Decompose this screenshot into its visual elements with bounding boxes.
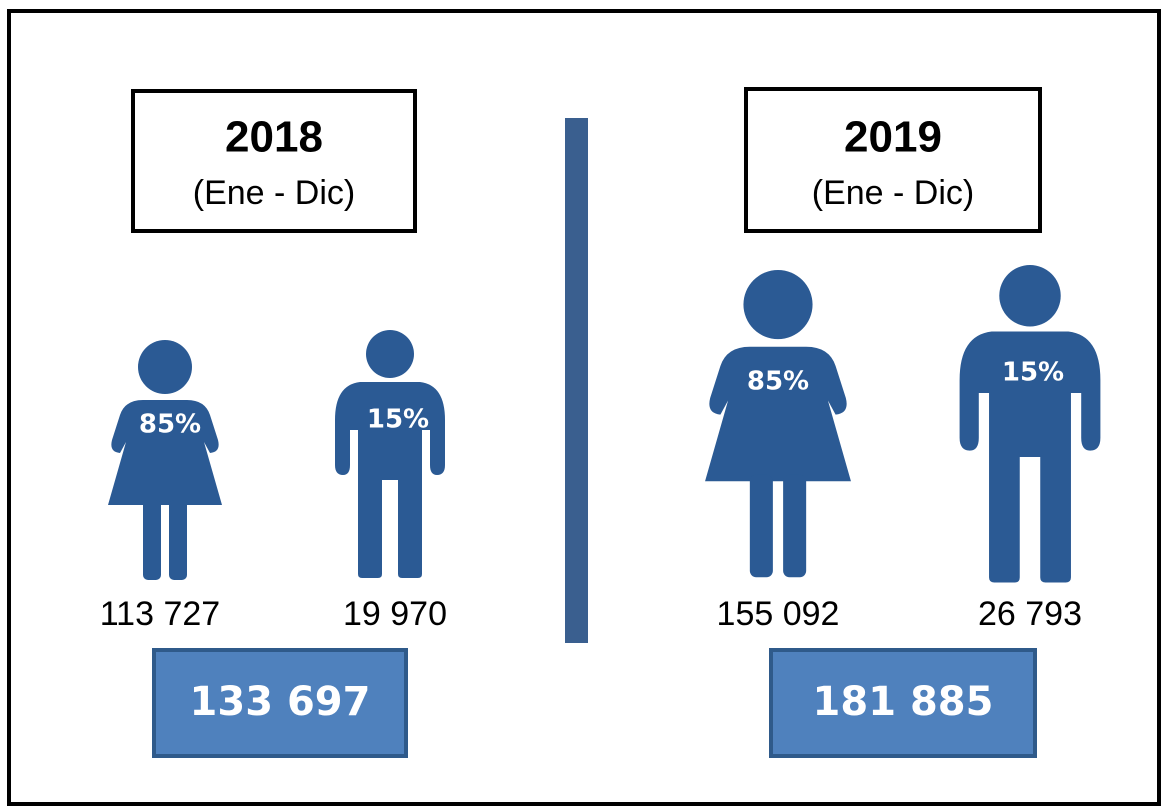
year-box [131, 89, 417, 233]
men-percent: 15% [1002, 358, 1064, 388]
total-box [152, 648, 408, 758]
year: 2019 [844, 113, 942, 162]
men-count: 26 793 [978, 595, 1082, 633]
women-count: 113 727 [100, 595, 220, 633]
men-count: 19 970 [343, 595, 447, 633]
period: (Ene - Dic) [193, 174, 355, 212]
women-percent: 85% [139, 410, 201, 440]
total-box [769, 648, 1037, 758]
women-count: 155 092 [717, 595, 840, 633]
year-box [744, 87, 1042, 233]
total: 133 697 [190, 679, 371, 725]
period: (Ene - Dic) [812, 174, 974, 212]
total: 181 885 [813, 679, 994, 725]
women-percent: 85% [747, 367, 809, 397]
divider [565, 118, 588, 643]
year: 2018 [225, 113, 323, 162]
men-percent: 15% [367, 405, 429, 435]
